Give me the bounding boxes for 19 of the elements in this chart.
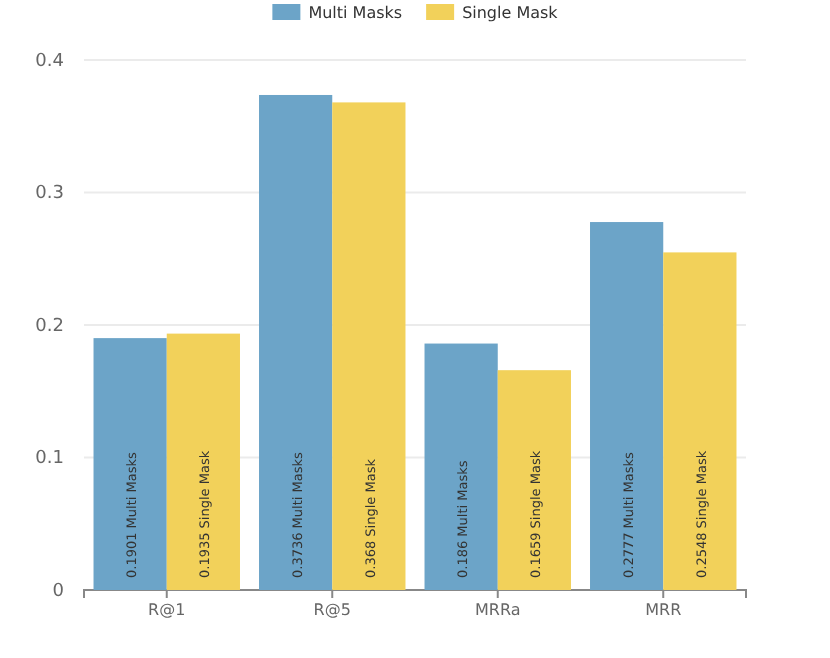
y-tick-label: 0.1 (35, 449, 64, 470)
legend-label: Single Mask (462, 4, 559, 22)
bar (424, 343, 498, 590)
bar (497, 370, 571, 590)
x-tick-label: MRRa (475, 601, 521, 620)
x-tick-label: MRR (645, 601, 683, 620)
x-tick-label: R@1 (148, 601, 186, 620)
bar (93, 338, 167, 590)
y-tick-label: 0.2 (35, 316, 64, 337)
bar (590, 222, 664, 590)
bar (259, 94, 333, 590)
bar (663, 252, 737, 590)
bar (332, 102, 406, 590)
legend-label: Multi Masks (308, 4, 403, 22)
y-tick-label: 0.3 (35, 184, 64, 205)
bar (166, 333, 240, 590)
y-tick-label: 0.4 (35, 51, 65, 72)
y-tick-label: 0 (52, 581, 65, 602)
x-tick-label: R@5 (313, 601, 351, 620)
